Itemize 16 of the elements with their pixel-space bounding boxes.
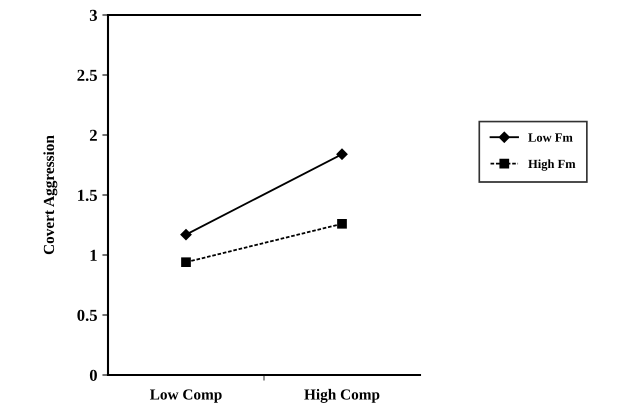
point — [181, 257, 191, 268]
y-tick-label: 2.5 — [77, 70, 97, 82]
x-tick-label: Low Comp — [150, 389, 222, 403]
legend-label: Low Fm — [528, 133, 573, 142]
y-tick-label: 3 — [90, 10, 98, 21]
y-tick-label: 0 — [90, 370, 97, 381]
y-tick-label: 0.5 — [77, 310, 97, 322]
point — [180, 228, 192, 240]
y-tick-label: 1 — [90, 250, 97, 261]
legend-label: High Fm — [528, 159, 576, 171]
y-tick-label: 1.5 — [78, 190, 97, 202]
y-tick-label: 2 — [90, 130, 97, 141]
x-tick-label: High Comp — [304, 388, 380, 403]
point — [336, 148, 348, 160]
y-axis-title: Covert Aggression — [43, 135, 58, 254]
point — [337, 218, 347, 229]
